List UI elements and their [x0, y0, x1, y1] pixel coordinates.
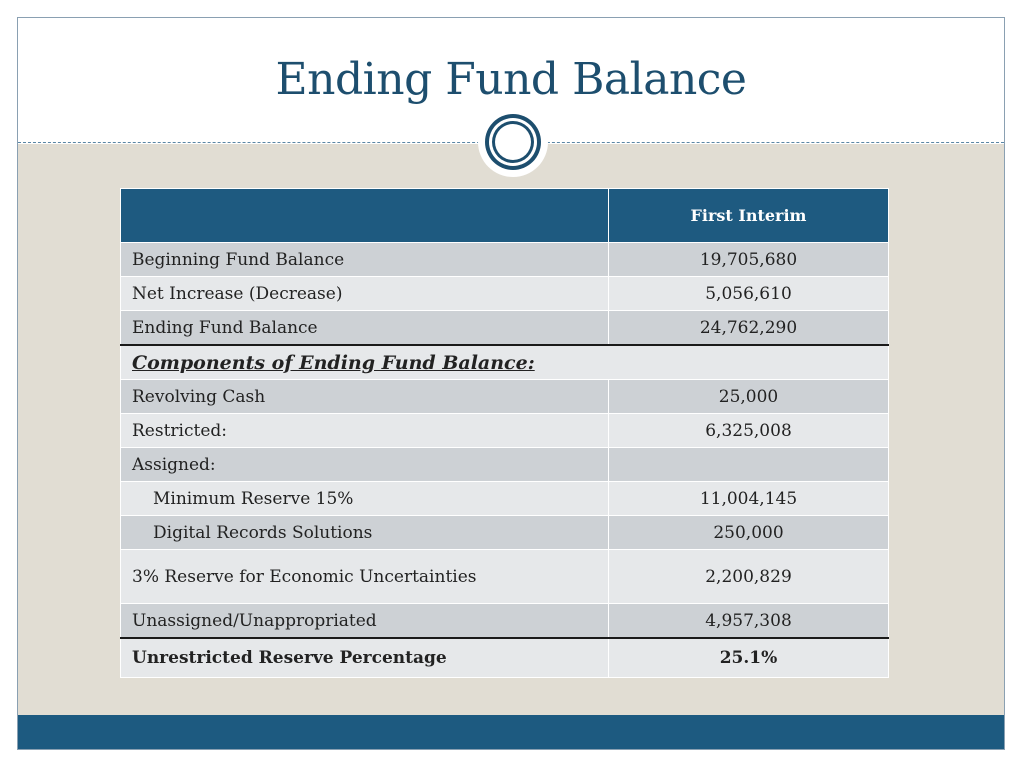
header-first-interim: First Interim	[608, 188, 889, 243]
table-row: Assigned:	[120, 447, 889, 482]
row-amount: 24,762,290	[608, 310, 889, 346]
row-label: Revolving Cash	[120, 379, 609, 414]
section-heading-row: Components of Ending Fund Balance:	[120, 344, 889, 380]
row-label: Digital Records Solutions	[120, 515, 609, 550]
row-label: 3% Reserve for Economic Uncertainties	[120, 549, 609, 604]
row-amount: 11,004,145	[608, 481, 889, 516]
table-row: 3% Reserve for Economic Uncertainties 2,…	[120, 549, 889, 604]
table-row: Ending Fund Balance 24,762,290	[120, 310, 889, 346]
row-label: Minimum Reserve 15%	[120, 481, 609, 516]
table-row: Revolving Cash 25,000	[120, 379, 889, 414]
table-row: Minimum Reserve 15% 11,004,145	[120, 481, 889, 516]
row-amount: 2,200,829	[608, 549, 889, 604]
row-label: Ending Fund Balance	[120, 310, 609, 346]
slide-title: Ending Fund Balance	[275, 54, 747, 105]
header-label-cell	[120, 188, 609, 243]
row-label: Net Increase (Decrease)	[120, 276, 609, 311]
row-amount: 4,957,308	[608, 603, 889, 639]
row-label: Assigned:	[120, 447, 609, 482]
table-row: Beginning Fund Balance 19,705,680	[120, 242, 889, 277]
fund-balance-table: First Interim Beginning Fund Balance 19,…	[120, 188, 889, 678]
table-header-row: First Interim	[120, 188, 889, 243]
row-amount	[608, 447, 889, 482]
row-amount: 5,056,610	[608, 276, 889, 311]
row-amount: 25,000	[608, 379, 889, 414]
table-row: Restricted: 6,325,008	[120, 413, 889, 448]
total-row: Unrestricted Reserve Percentage 25.1%	[120, 637, 889, 678]
slide: Ending Fund Balance First Interim Beginn…	[17, 17, 1005, 750]
row-amount: 6,325,008	[608, 413, 889, 448]
row-amount: 25.1%	[608, 637, 889, 678]
table-row: Net Increase (Decrease) 5,056,610	[120, 276, 889, 311]
row-label: Restricted:	[120, 413, 609, 448]
row-amount: 250,000	[608, 515, 889, 550]
footer-bar	[18, 715, 1004, 749]
row-label: Unassigned/Unappropriated	[120, 603, 609, 639]
table-row: Unassigned/Unappropriated 4,957,308	[120, 603, 889, 639]
row-label: Unrestricted Reserve Percentage	[120, 637, 609, 678]
section-heading: Components of Ending Fund Balance:	[120, 344, 889, 380]
table-row: Digital Records Solutions 250,000	[120, 515, 889, 550]
row-amount: 19,705,680	[608, 242, 889, 277]
row-label: Beginning Fund Balance	[120, 242, 609, 277]
circle-ornament-core	[495, 124, 531, 160]
